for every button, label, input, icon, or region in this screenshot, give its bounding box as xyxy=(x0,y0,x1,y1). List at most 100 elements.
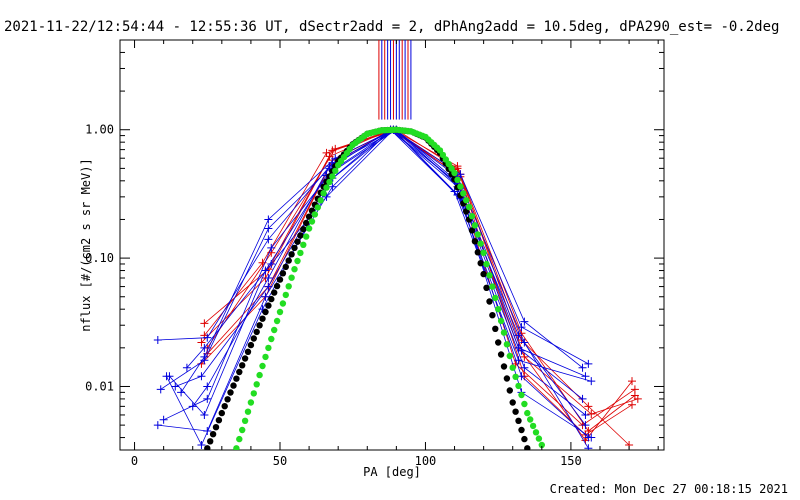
series-16-dot xyxy=(512,408,519,415)
series-5 xyxy=(203,125,636,439)
series-13-point xyxy=(514,343,523,352)
series-17-dot xyxy=(256,371,263,379)
series-17-dot xyxy=(317,197,324,204)
series-17-dot xyxy=(486,272,493,279)
series-13-point xyxy=(188,402,197,411)
series-17-dot xyxy=(457,183,464,190)
series-17-dot xyxy=(320,190,327,197)
series-5-line xyxy=(206,129,633,436)
series-16-dot xyxy=(253,328,260,336)
series-12-point xyxy=(200,343,209,352)
series-11-point xyxy=(328,182,337,191)
series-15 xyxy=(177,125,587,397)
series-8-point xyxy=(203,394,212,403)
series-16-dot xyxy=(268,295,275,303)
series-8-point xyxy=(159,415,168,424)
series-17-dot xyxy=(326,178,333,186)
series-16-dot xyxy=(506,387,513,394)
series-17-dot xyxy=(311,211,319,218)
series-4-point xyxy=(630,385,639,394)
series-16-dot xyxy=(262,308,269,316)
series-15-point xyxy=(520,317,529,326)
series-17-dot xyxy=(506,352,513,360)
series-17-dot xyxy=(509,364,516,371)
series-17-dot xyxy=(474,231,481,238)
x-tick-label: 150 xyxy=(560,454,582,468)
series-16-dot xyxy=(227,389,234,396)
series-11-point xyxy=(520,363,529,372)
series-17-dot xyxy=(241,417,249,424)
series-17-dot xyxy=(480,249,487,256)
series-17-dot xyxy=(314,204,321,211)
series-6-point xyxy=(153,336,162,345)
series-17-dot xyxy=(265,344,272,352)
series-17-dot xyxy=(300,241,307,248)
series-16-dot xyxy=(221,403,228,410)
series-7-point xyxy=(156,385,165,394)
series-10 xyxy=(171,125,596,391)
series-16-dot xyxy=(495,339,502,346)
series-15-point xyxy=(456,170,465,179)
series-15-point xyxy=(200,352,209,361)
series-17-dot xyxy=(271,326,278,334)
series-0-line xyxy=(204,129,636,432)
series-6-point xyxy=(584,359,593,368)
series-16-dot xyxy=(297,232,304,239)
x-tick-label: 100 xyxy=(415,454,437,468)
series-17-dot xyxy=(332,167,339,174)
series-10-point xyxy=(264,282,273,291)
series-17-dot xyxy=(468,213,476,220)
series-16-dot xyxy=(224,396,231,403)
series-12-point xyxy=(267,259,276,268)
series-17-dot xyxy=(524,409,531,417)
series-17-dot xyxy=(500,329,508,336)
series-16-dot xyxy=(503,375,511,382)
series-17-dot xyxy=(471,222,479,229)
series-17-dot xyxy=(495,306,502,313)
series-13-line xyxy=(192,129,586,407)
series-16-dot xyxy=(247,341,255,349)
series-4-line xyxy=(201,129,636,426)
series-17-dot xyxy=(451,169,458,177)
series-15-line xyxy=(180,129,583,393)
series-17-dot xyxy=(465,203,473,211)
series-17 xyxy=(233,126,545,450)
series-3-point xyxy=(584,402,593,411)
series-16-dot xyxy=(256,322,263,329)
series-16-dot xyxy=(236,368,243,376)
series-16-dot xyxy=(291,244,298,252)
series-16-dot xyxy=(212,424,220,431)
series-16-dot xyxy=(480,270,487,278)
series-17-dot xyxy=(529,422,537,430)
series-16-dot xyxy=(300,226,307,233)
series-16-dot xyxy=(288,251,295,258)
series-17-dot xyxy=(273,317,281,325)
series-16-dot xyxy=(521,435,528,443)
series-layer xyxy=(153,125,642,450)
series-17-dot xyxy=(329,173,336,180)
series-17-dot xyxy=(535,435,543,442)
series-17-dot xyxy=(538,441,545,449)
series-11-point xyxy=(261,292,270,301)
series-16-dot xyxy=(265,302,272,309)
series-17-dot xyxy=(294,257,301,265)
series-8-point xyxy=(584,444,593,450)
series-13-point xyxy=(581,372,590,381)
series-2-point xyxy=(633,394,642,403)
series-17-dot xyxy=(483,260,490,268)
series-17-dot xyxy=(492,294,499,302)
series-7-point xyxy=(581,421,590,430)
x-tick-label: 50 xyxy=(273,454,287,468)
series-12-point xyxy=(517,372,526,381)
series-17-dot xyxy=(236,435,243,443)
series-16-dot xyxy=(209,431,217,438)
series-17-dot xyxy=(253,381,260,388)
series-17-dot xyxy=(532,429,540,436)
series-17-dot xyxy=(297,249,304,257)
series-6-point xyxy=(517,323,526,332)
series-10-point xyxy=(587,377,596,386)
series-17-dot xyxy=(268,335,275,343)
series-10-point xyxy=(171,382,180,391)
series-7-point xyxy=(264,224,273,233)
series-17-dot xyxy=(477,240,484,247)
